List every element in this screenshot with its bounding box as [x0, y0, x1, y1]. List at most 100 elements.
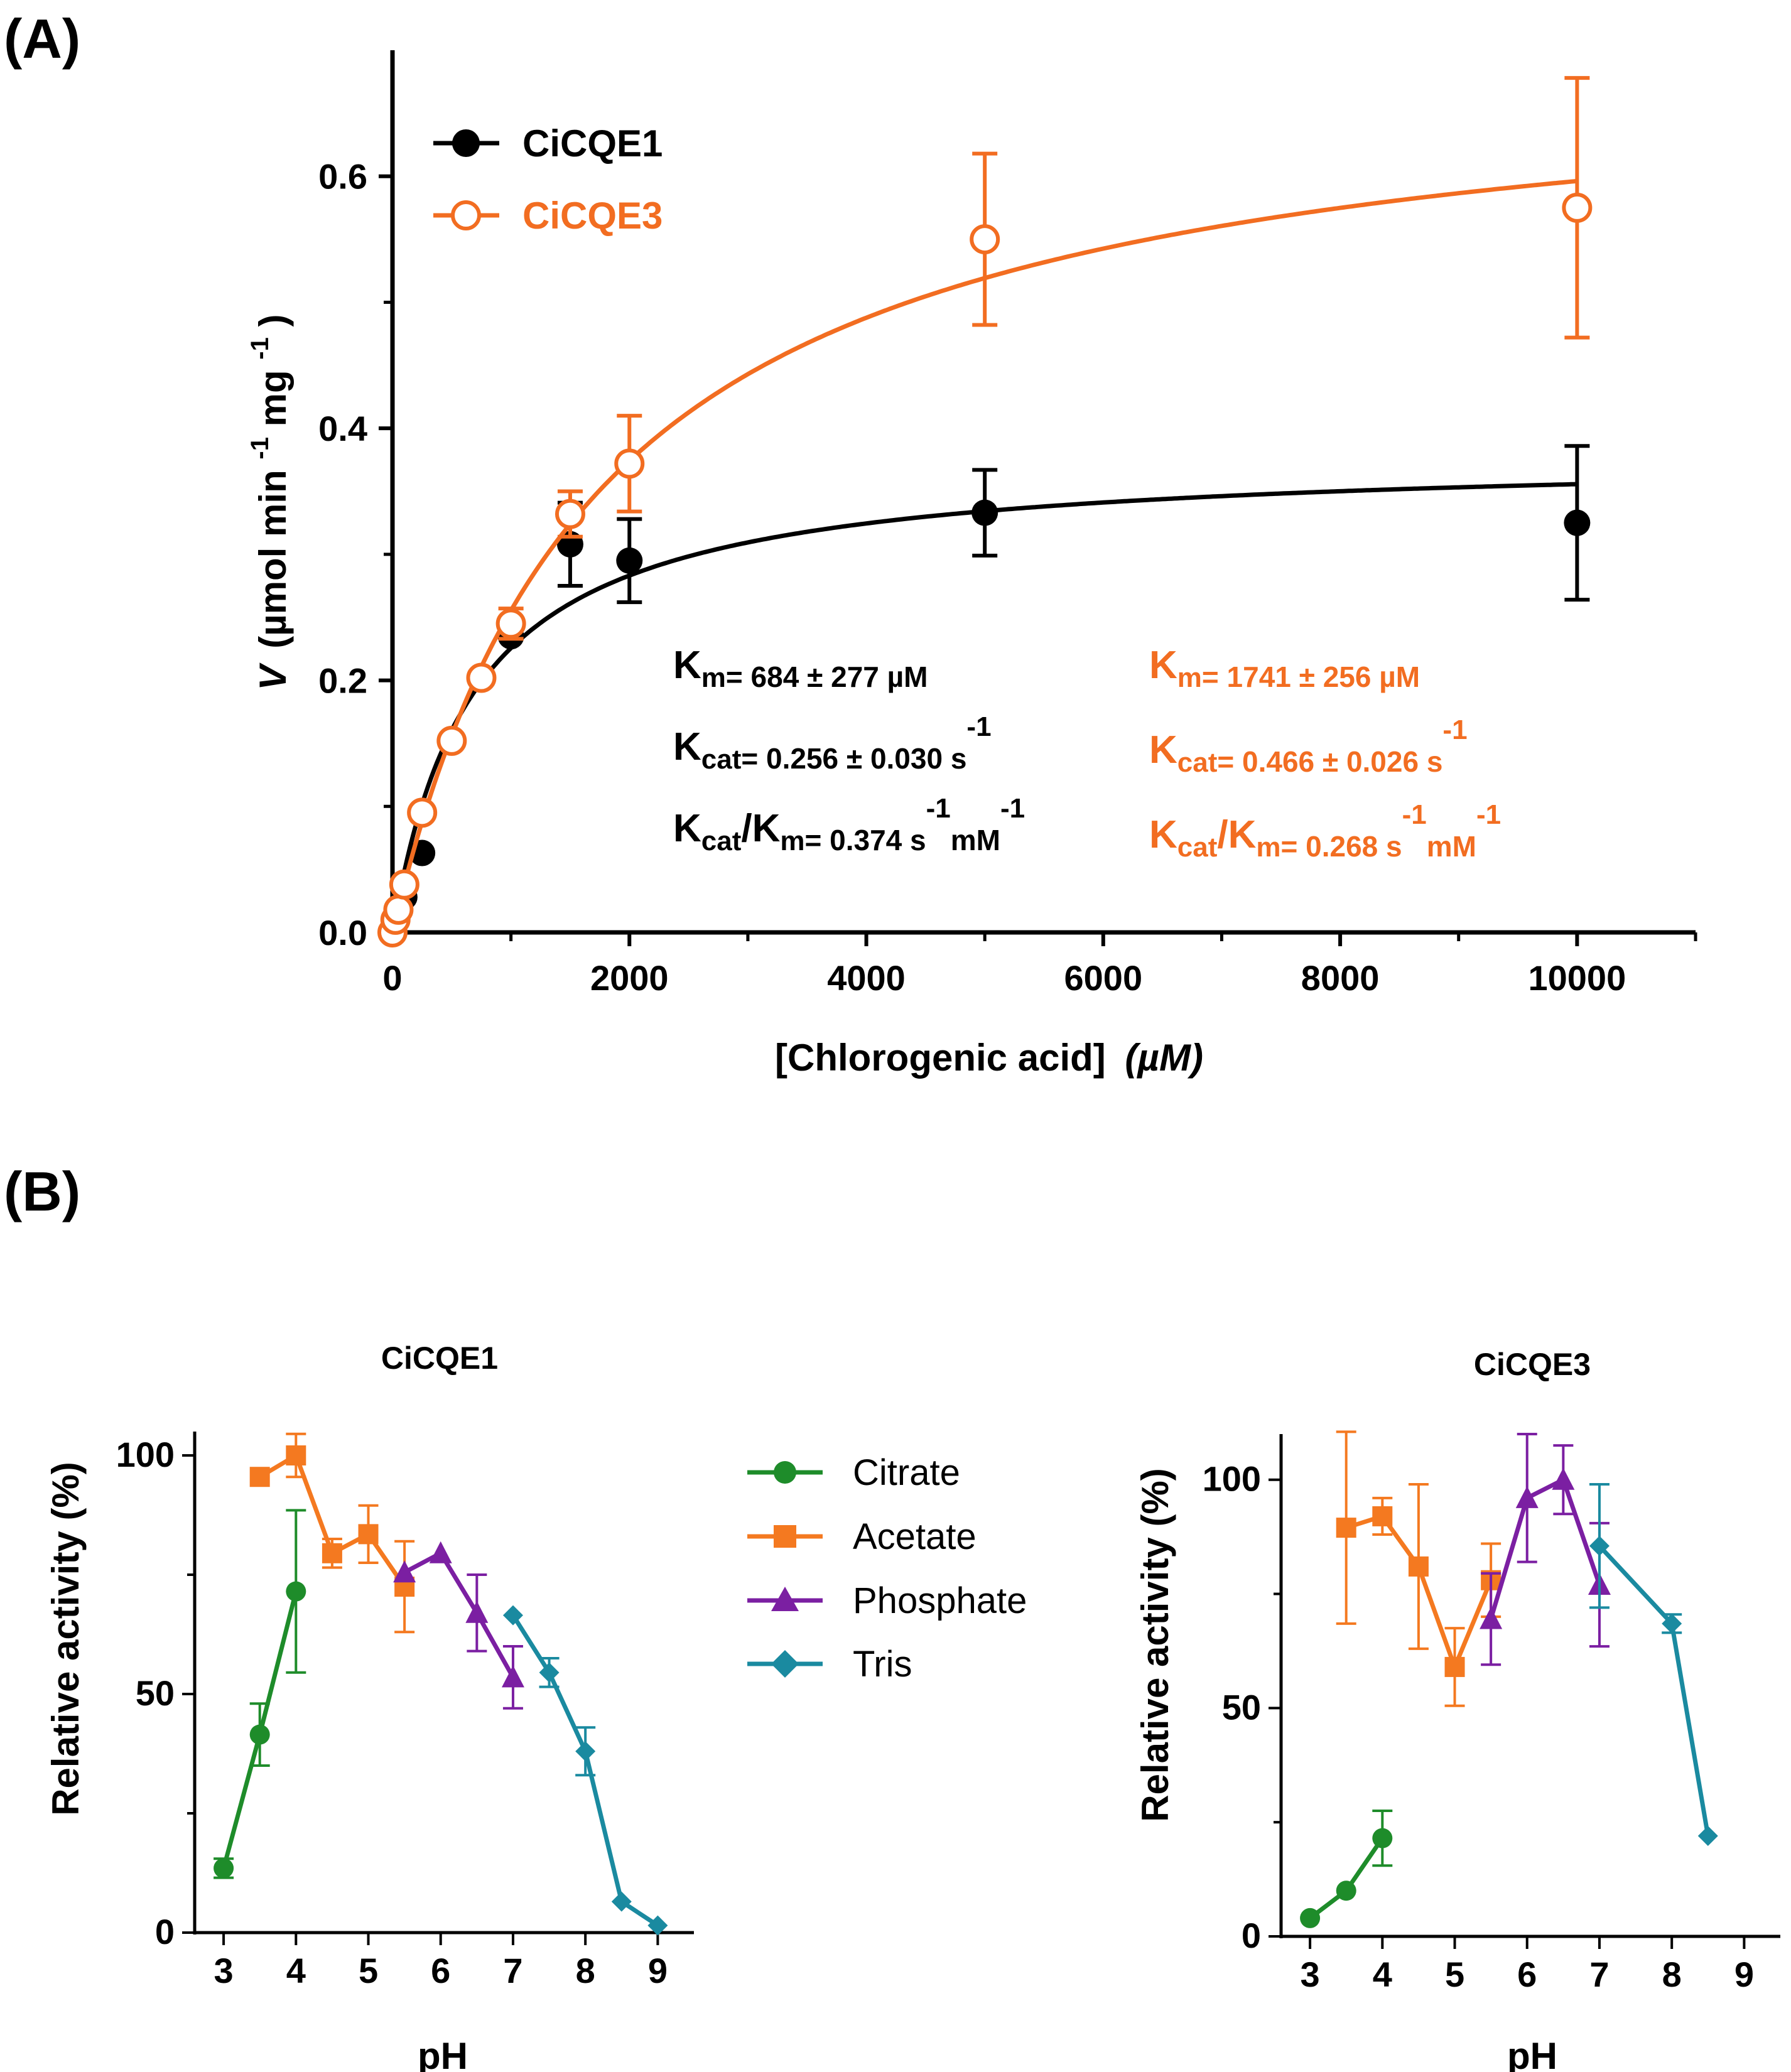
series-line-citrate	[1308, 1837, 1385, 1920]
panel-b1-y-axis-title: Relative activity (%)	[45, 1462, 87, 1816]
ann1-kcat: Kcat= 0.256 ± 0.030 s-1	[673, 711, 992, 775]
annotation-cicqe1: Km= 684 ± 277 µM Kcat= 0.256 ± 0.030 s-1…	[673, 644, 1025, 856]
panel-a-legend: CiCQE1 CiCQE3	[433, 122, 663, 237]
panel-b1-x-tick-label: 8	[576, 1951, 595, 1990]
data-point-cicqe1	[971, 499, 998, 526]
legend-cicqe3-label: CiCQE3	[522, 195, 663, 237]
panel-b2-y-tick-label: 100	[1203, 1459, 1261, 1499]
data-point-acetate	[358, 1524, 379, 1545]
data-point-acetate	[322, 1543, 342, 1563]
data-point-tris	[1662, 1613, 1682, 1634]
data-point-tris	[1589, 1536, 1610, 1557]
data-point-phosphate	[429, 1541, 452, 1563]
data-point-cicqe3	[555, 499, 585, 529]
panel-b1-x-tick-label: 3	[214, 1951, 234, 1990]
data-point-acetate	[1336, 1518, 1356, 1538]
data-point-citrate	[1372, 1828, 1393, 1848]
data-point-citrate	[249, 1724, 270, 1745]
panel-b-label: (B)	[4, 1160, 80, 1222]
ann3-kcat-km: Kcat/Km= 0.268 s-1mM-1	[1149, 799, 1501, 863]
panel-a-y-tick-label: 0.2	[318, 661, 367, 701]
panel-b1-chart: 3 4 5 6 7 8 9 0 50 100	[116, 1432, 694, 1990]
data-point-citrate	[1300, 1907, 1321, 1928]
panel-b2-y-axis-title: Relative activity (%)	[1134, 1468, 1176, 1822]
panel-b1-x-tick-label: 7	[503, 1951, 522, 1990]
panel-a-x-tick-label: 6000	[1064, 958, 1143, 998]
data-point-cicqe3	[383, 894, 414, 925]
data-point-acetate	[286, 1445, 306, 1465]
legend-cicqe1-marker	[452, 129, 480, 157]
panel-b1-x-tick-label: 4	[286, 1951, 306, 1990]
legend-tris-marker	[771, 1650, 799, 1678]
ann3-kcat: Kcat= 0.466 ± 0.026 s-1	[1149, 715, 1468, 778]
panel-b1-x-tick-label: 9	[648, 1951, 668, 1990]
data-point-phosphate	[393, 1560, 416, 1583]
panel-b2-x-tick-label: 7	[1589, 1955, 1609, 1994]
legend-phosphate-marker	[771, 1587, 799, 1611]
data-point-tris	[611, 1891, 632, 1912]
data-point-acetate	[1408, 1556, 1429, 1577]
data-point-acetate	[1372, 1506, 1393, 1526]
data-point-tris	[502, 1605, 523, 1626]
data-point-tris	[1697, 1826, 1718, 1846]
data-point-citrate	[214, 1858, 234, 1879]
panel-a-chart: 0 2000 4000 6000 8000 10000 0.0 0.2 0.4 0.6	[318, 50, 1697, 998]
data-point-phosphate	[465, 1600, 489, 1623]
panel-a-x-tick-label: 0	[382, 958, 402, 998]
panel-a-x-tick-label: 10000	[1528, 958, 1626, 998]
data-point-cicqe3	[970, 224, 1000, 255]
series-line-phosphate	[1488, 1476, 1602, 1620]
data-point-cicqe1	[616, 547, 643, 574]
panel-b2-chart: 3 4 5 6 7 8 9 0 50 100	[1203, 1430, 1780, 1994]
panel-b2-title: CiCQE3	[1474, 1347, 1591, 1382]
legend-citrate-label: Citrate	[853, 1452, 960, 1493]
panel-a-x-tick-label: 4000	[827, 958, 906, 998]
panel-a-x-axis-title: [Chlorogenic acid] (µM)	[775, 1037, 1203, 1079]
data-point-cicqe3	[466, 662, 497, 693]
legend-tris-label: Tris	[853, 1644, 912, 1685]
panel-b1-y-tick-label: 100	[116, 1435, 175, 1474]
legend-citrate-marker	[774, 1461, 796, 1484]
panel-b2-y-tick-label: 0	[1242, 1916, 1261, 1955]
panel-a-y-tick-label: 0.6	[318, 157, 367, 197]
ann3-km: Km= 1741 ± 256 µM	[1149, 644, 1420, 693]
panel-a-ylabel-mid: mg	[252, 370, 294, 426]
data-point-tris	[539, 1662, 560, 1683]
data-point-cicqe3	[407, 797, 438, 828]
data-point-cicqe3	[614, 448, 645, 479]
legend-acetate-label: Acetate	[853, 1516, 977, 1557]
data-point-cicqe3	[495, 608, 526, 639]
panel-b2-x-tick-label: 5	[1445, 1955, 1464, 1994]
data-point-cicqe3	[1562, 192, 1593, 223]
panel-a-ylabel-exp2: -1	[246, 337, 274, 360]
legend-phosphate-label: Phosphate	[853, 1580, 1027, 1621]
panel-a-x-tick-label: 8000	[1301, 958, 1380, 998]
panel-b1-x-axis-title: pH	[418, 2035, 468, 2072]
panel-a-ylabel-rest: (µmol min	[252, 470, 294, 649]
panel-a-ylabel-close: )	[252, 314, 294, 326]
panel-a-y-axis-title: V (µmol min -1 mg -1 )	[234, 314, 294, 690]
legend-cicqe1-label: CiCQE1	[522, 122, 663, 165]
data-point-phosphate	[1515, 1486, 1539, 1508]
panel-b2-x-axis-title: pH	[1507, 2035, 1557, 2072]
panel-b2-y-tick-label: 50	[1222, 1687, 1261, 1727]
panel-b1-title: CiCQE1	[381, 1341, 498, 1376]
annotation-cicqe3: Km= 1741 ± 256 µM Kcat= 0.466 ± 0.026 s-…	[1149, 644, 1501, 863]
panel-a-y-tick-label: 0.0	[318, 913, 367, 952]
panel-b1-y-tick-label: 0	[155, 1912, 175, 1951]
data-point-phosphate	[501, 1665, 524, 1688]
panel-b2-x-tick-label: 8	[1662, 1955, 1682, 1994]
panel-b2-x-tick-label: 4	[1373, 1955, 1392, 1994]
panel-b1-x-tick-label: 5	[359, 1951, 378, 1990]
data-point-cicqe1	[1564, 509, 1591, 536]
panel-a-ylabel-exp1: -1	[246, 437, 274, 460]
panel-a-label: (A)	[4, 8, 80, 70]
panel-b-legend: Citrate Acetate Phosphate Tris	[747, 1452, 1027, 1685]
panel-b2-x-tick-label: 6	[1517, 1955, 1537, 1994]
legend-cicqe3-marker	[451, 200, 481, 230]
series-line-tris	[1598, 1544, 1711, 1837]
data-point-acetate	[249, 1467, 270, 1487]
data-point-phosphate	[1552, 1467, 1575, 1490]
data-point-tris	[575, 1741, 596, 1762]
